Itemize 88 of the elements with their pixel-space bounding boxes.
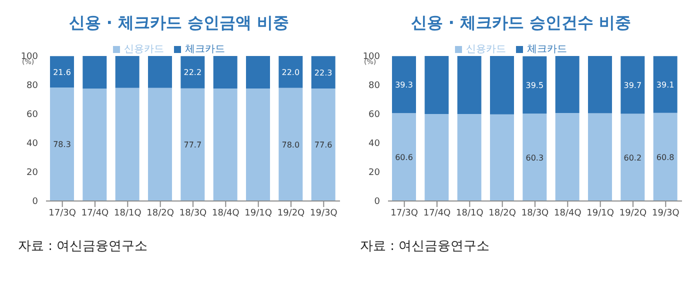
- x-tick-label: 18/1Q: [114, 208, 142, 218]
- data-label: 22.3: [314, 68, 332, 78]
- bar: [490, 114, 514, 201]
- y-tick-label: 40: [26, 139, 38, 150]
- bar: [246, 56, 270, 88]
- bar: [82, 88, 107, 201]
- data-label: 78.0: [282, 140, 300, 150]
- data-label: 60.6: [395, 153, 413, 162]
- bar: [148, 56, 172, 88]
- bar: [457, 56, 482, 114]
- bar: [50, 87, 74, 201]
- data-label: 77.7: [184, 140, 202, 150]
- x-tick-label: 18/4Q: [212, 208, 240, 218]
- x-tick-label: 17/4Q: [423, 208, 451, 218]
- text: 자료 : 여신금융연구소: [360, 238, 491, 255]
- legend-label: 신용카드: [466, 44, 506, 55]
- x-tick-label: 18/2Q: [146, 208, 174, 218]
- data-label: 60.8: [656, 152, 674, 162]
- bar: [180, 56, 205, 88]
- bar: [424, 114, 449, 201]
- y-tick-label: 60: [26, 110, 38, 120]
- data-label: 22.2: [184, 68, 202, 78]
- y-tick-label: 60: [368, 110, 380, 120]
- bar: [148, 88, 172, 201]
- data-label: 39.7: [624, 80, 642, 90]
- x-tick-label: 19/2Q: [277, 208, 305, 218]
- bar: [311, 56, 336, 88]
- x-tick-label: 19/2Q: [619, 208, 647, 218]
- data-label: 39.3: [395, 80, 413, 90]
- data-label: 60.2: [624, 153, 642, 162]
- bar: [392, 56, 416, 114]
- y-tick-label: 80: [368, 81, 380, 92]
- bar: [490, 56, 514, 114]
- bar: [392, 113, 416, 201]
- data-label: 77.6: [314, 140, 332, 150]
- bar: [213, 56, 238, 88]
- data-label: 39.5: [526, 80, 544, 90]
- y-tick-label: 40: [368, 139, 380, 150]
- x-tick-label: 19/1Q: [244, 208, 272, 218]
- x-tick-label: 18/3Q: [179, 208, 207, 218]
- chart-title: 신용 · 체크카드 승인금액 비중: [68, 12, 290, 34]
- data-label: 21.6: [53, 68, 71, 77]
- bar: [555, 112, 580, 201]
- x-tick-label: 18/4Q: [554, 208, 582, 218]
- data-label: 60.3: [526, 153, 544, 162]
- x-tick-label: 18/1Q: [456, 208, 484, 218]
- x-tick-label: 18/3Q: [521, 208, 549, 218]
- bar: [555, 56, 580, 113]
- bar: [588, 113, 612, 201]
- x-tick-label: 19/1Q: [586, 208, 614, 218]
- x-tick-label: 19/3Q: [652, 208, 680, 218]
- data-label: 39.1: [656, 80, 674, 90]
- y-tick-label: 20: [368, 168, 380, 178]
- bar: [180, 88, 205, 201]
- bar: [246, 88, 270, 201]
- legend-label: 신용카드: [124, 44, 164, 55]
- text: 자료 : 여신금융연구소: [18, 238, 149, 255]
- x-tick-label: 19/3Q: [310, 208, 338, 218]
- bar: [115, 88, 140, 201]
- y-tick-label: 0: [32, 197, 38, 208]
- bar: [457, 114, 482, 201]
- bar: [522, 56, 547, 114]
- bar: [522, 114, 547, 201]
- bar: [82, 56, 107, 89]
- legend-label: 체크카드: [527, 44, 567, 55]
- y-tick-label: 20: [26, 168, 38, 178]
- data-label: 22.0: [282, 68, 300, 77]
- x-tick-label: 17/3Q: [48, 208, 76, 218]
- bar: [311, 88, 336, 201]
- bar: [653, 56, 678, 113]
- bar: [620, 114, 645, 201]
- bar: [115, 56, 140, 88]
- y-tick-label: 0: [374, 197, 380, 208]
- bar: [620, 56, 645, 114]
- data-label: 78.3: [53, 140, 71, 150]
- bar: [278, 56, 303, 88]
- x-tick-label: 18/2Q: [488, 208, 516, 218]
- y-tick-label: 80: [26, 81, 38, 92]
- bar: [424, 56, 449, 114]
- bar: [588, 56, 612, 114]
- chart-title: 신용 · 체크카드 승인건수 비중: [410, 12, 632, 34]
- bar: [50, 56, 74, 88]
- bar: [653, 112, 678, 201]
- bar: [278, 88, 303, 201]
- x-tick-label: 17/3Q: [390, 208, 418, 218]
- x-tick-label: 17/4Q: [81, 208, 109, 218]
- legend-label: 체크카드: [185, 44, 225, 55]
- bar: [213, 88, 238, 201]
